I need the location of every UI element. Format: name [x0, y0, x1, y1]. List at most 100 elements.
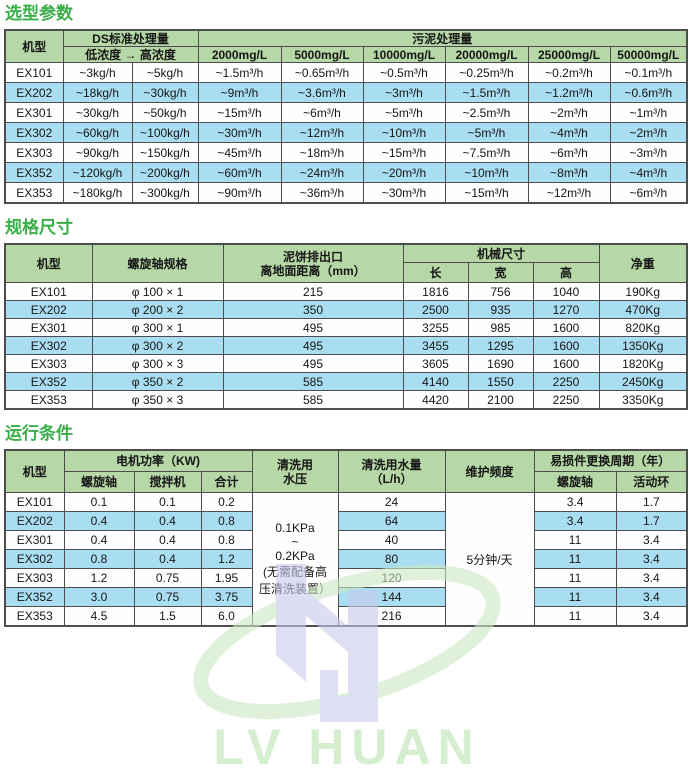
table-cell: ~1m³/h: [609, 102, 688, 123]
table-cell: 0.4: [133, 530, 202, 550]
table-cell: 3.4: [533, 511, 617, 531]
wash-pressure-merged-cell: 0.1KPa ~ 0.2KPa (无需配备高 压清洗装置）: [251, 492, 339, 627]
model-cell: EX301: [4, 318, 93, 337]
table-cell: 11: [533, 530, 617, 550]
model-cell: EX302: [4, 122, 64, 143]
col-header-total: 合计: [200, 471, 253, 493]
table-cell: 1040: [532, 282, 600, 301]
table-cell: ~1.5m³/h: [197, 62, 282, 83]
table-cell: ~5m³/h: [444, 122, 529, 143]
table-cell: ~30m³/h: [197, 122, 282, 143]
table-cell: ~3m³/h: [609, 142, 688, 163]
table-cell: ~15m³/h: [444, 182, 529, 204]
table-cell: ~150kg/h: [131, 142, 199, 163]
table-cell: 0.4: [63, 530, 135, 550]
table-cell: ~10m³/h: [444, 162, 529, 183]
table-cell: 1816: [402, 282, 469, 301]
col-header-wash-water-pressure: 清洗用 水压: [251, 449, 339, 493]
table-cell: 0.8: [200, 511, 253, 531]
table-cell: 495: [222, 354, 404, 373]
table-cell: ~1.5m³/h: [444, 82, 529, 103]
model-cell: EX353: [4, 606, 65, 627]
table-cell: ~6m³/h: [609, 182, 688, 204]
table-cell: ~18m³/h: [280, 142, 364, 163]
table-cell: ~20m³/h: [362, 162, 446, 183]
table-row: EX301 φ 300 × 1 495 3255 985 1600 820Kg: [4, 318, 688, 337]
table-cell: ~4m³/h: [527, 122, 611, 143]
table-cell: ~0.1m³/h: [609, 62, 688, 83]
col-header-net-weight: 净重: [598, 243, 688, 283]
model-cell: EX303: [4, 354, 93, 373]
table-cell: 985: [467, 318, 534, 337]
table-cell: ~30kg/h: [62, 102, 133, 123]
table-cell: 1550: [467, 372, 534, 391]
model-cell: EX353: [4, 390, 93, 410]
table-cell: 1.7: [615, 511, 688, 531]
col-header-wear-parts-group: 易损件更换周期（年）: [533, 449, 688, 472]
table-row: EX303 ~90kg/h ~150kg/h ~45m³/h ~18m³/h ~15m³/…: [4, 142, 688, 163]
table-cell: ~2.5m³/h: [444, 102, 529, 123]
table-cell: ~9m³/h: [197, 82, 282, 103]
section-title-selection-parameters: 选型参数: [5, 4, 73, 23]
table-cell: 11: [533, 587, 617, 607]
table-cell: 495: [222, 336, 404, 355]
table-cell: 64: [337, 511, 446, 531]
model-cell: EX202: [4, 82, 64, 103]
table-row: EX302 ~60kg/h ~100kg/h ~30m³/h ~12m³/h ~10m³/…: [4, 122, 688, 143]
col-header-length: 长: [402, 262, 469, 283]
table-cell: ~8m³/h: [527, 162, 611, 183]
table-row: EX302 φ 300 × 2 495 3455 1295 1600 1350Kg: [4, 336, 688, 355]
table-cell: ~1.2m³/h: [527, 82, 611, 103]
table-cell: 11: [533, 568, 617, 588]
model-cell: EX101: [4, 282, 93, 301]
table-cell: 11: [533, 549, 617, 569]
section-title-dimensions: 规格尺寸: [5, 218, 73, 237]
table-cell: 0.4: [133, 511, 202, 531]
table-cell: 2450Kg: [598, 372, 688, 391]
col-header-machine-dimensions-group: 机械尺寸: [402, 243, 600, 263]
table-cell: 2100: [467, 390, 534, 410]
table-cell: ~0.2m³/h: [527, 62, 611, 83]
table-cell: φ 300 × 2: [91, 336, 224, 355]
table-cell: ~45m³/h: [197, 142, 282, 163]
table-row: EX202 φ 200 × 2 350 2500 935 1270 470Kg: [4, 300, 688, 319]
table-cell: ~60kg/h: [62, 122, 133, 143]
table-cell: 4140: [402, 372, 469, 391]
table-cell: 1600: [532, 318, 600, 337]
table-cell: 1820Kg: [598, 354, 688, 373]
col-header-wear-moving-ring: 活动环: [615, 471, 688, 493]
table-cell: φ 300 × 3: [91, 354, 224, 373]
table-cell: ~15m³/h: [362, 142, 446, 163]
table-cell: 3255: [402, 318, 469, 337]
table-cell: φ 350 × 3: [91, 390, 224, 410]
table-cell: 1690: [467, 354, 534, 373]
table-cell: 144: [337, 587, 446, 607]
table-cell: 11: [533, 606, 617, 627]
table-cell: ~300kg/h: [131, 182, 199, 204]
model-cell: EX202: [4, 511, 65, 531]
table-row: EX352 φ 350 × 2 585 4140 1550 2250 2450Kg: [4, 372, 688, 391]
table-row: EX303 φ 300 × 3 495 3605 1690 1600 1820Kg: [4, 354, 688, 373]
table-cell: 1.5: [133, 606, 202, 627]
table-cell: ~0.6m³/h: [609, 82, 688, 103]
table-row: EX352 3.0 0.75 3.75 144 11 3.4: [4, 587, 688, 607]
table-cell: 1600: [532, 354, 600, 373]
table-cell: 120: [337, 568, 446, 588]
table-cell: 6.0: [200, 606, 253, 627]
model-cell: EX352: [4, 162, 64, 183]
table-cell: ~200kg/h: [131, 162, 199, 183]
col-header-motor-power-group: 电机功率（KW): [63, 449, 253, 472]
table-cell: ~90kg/h: [62, 142, 133, 163]
table-cell: 3.0: [63, 587, 135, 607]
table-cell: ~3m³/h: [362, 82, 446, 103]
model-cell: EX303: [4, 568, 65, 588]
table-row: EX301 ~30kg/h ~50kg/h ~15m³/h ~6m³/h ~5m³/h ~2…: [4, 102, 688, 123]
table-cell: 1.95: [200, 568, 253, 588]
table-row: EX101 φ 100 × 1 215 1816 756 1040 190Kg: [4, 282, 688, 301]
table-row: EX302 0.8 0.4 1.2 80 11 3.4: [4, 549, 688, 569]
col-header-screw-spec: 螺旋轴规格: [91, 243, 224, 283]
table-cell: ~0.5m³/h: [362, 62, 446, 83]
table-cell: ~12m³/h: [280, 122, 364, 143]
table-cell: ~2m³/h: [527, 102, 611, 123]
